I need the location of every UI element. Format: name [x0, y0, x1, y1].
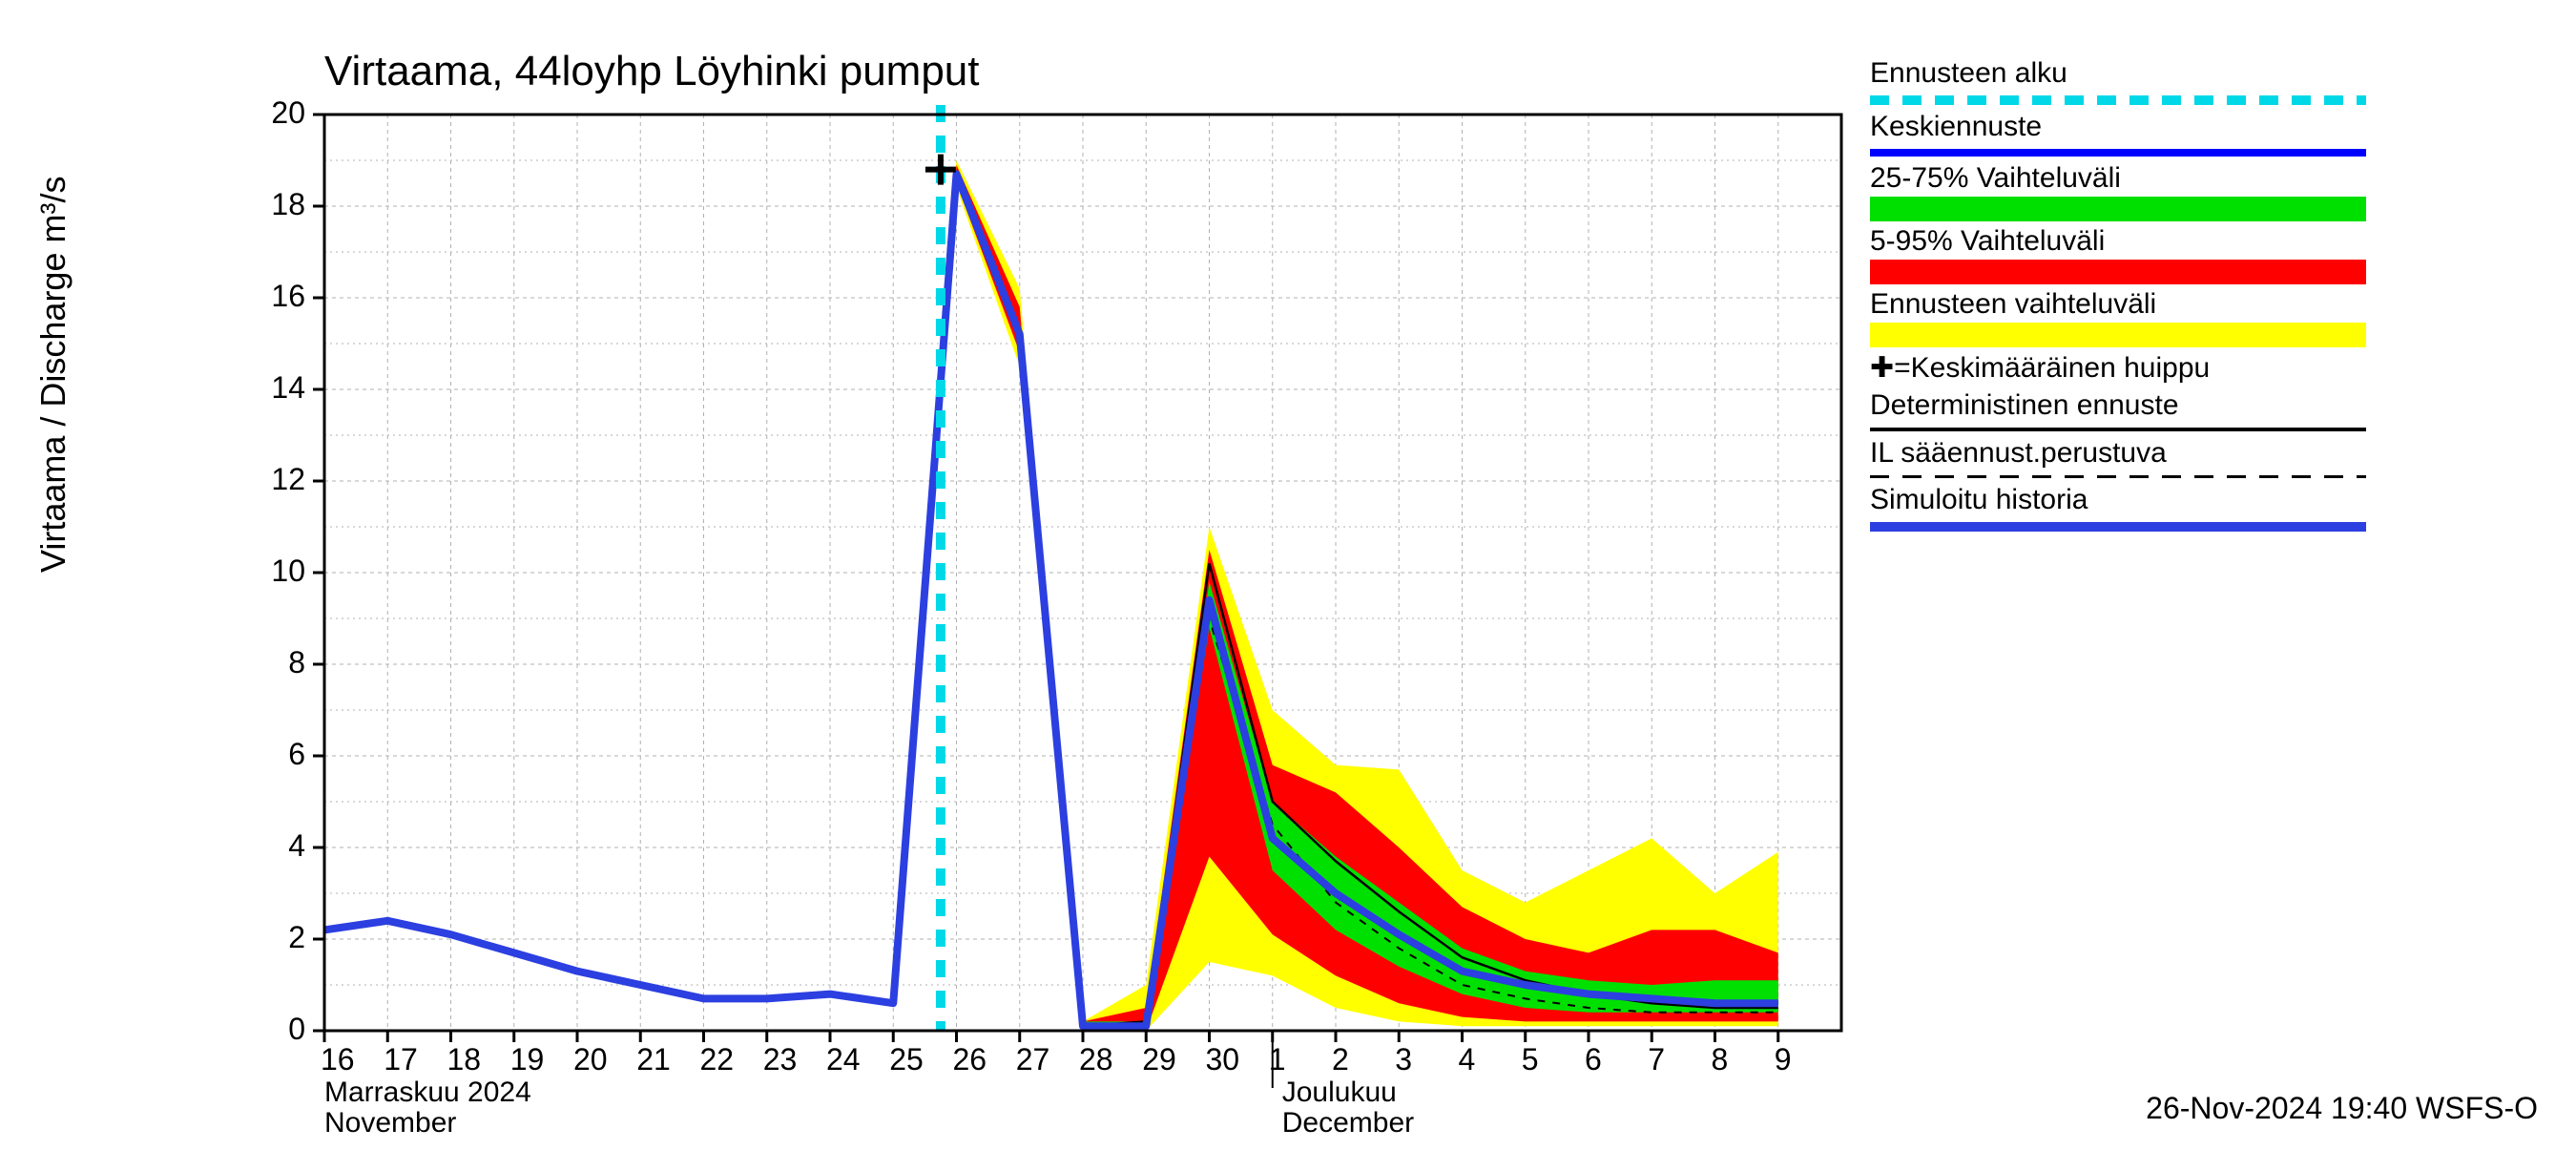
x-tick: 1	[1269, 1042, 1286, 1077]
legend-item: ✚=Keskimääräinen huippu	[1870, 351, 2366, 386]
plot-area	[324, 115, 1841, 1031]
legend-item: 5-95% Vaihteluväli	[1870, 225, 2366, 284]
legend-label: Ennusteen alku	[1870, 57, 2366, 90]
x-tick: 22	[700, 1042, 735, 1077]
x-tick: 25	[889, 1042, 924, 1077]
x-tick: 17	[384, 1042, 418, 1077]
x-tick: 3	[1395, 1042, 1412, 1077]
legend-label: Deterministinen ennuste	[1870, 389, 2366, 422]
y-tick: 12	[271, 462, 305, 497]
y-tick: 18	[271, 187, 305, 222]
x-tick: 5	[1522, 1042, 1539, 1077]
x-tick: 21	[636, 1042, 671, 1077]
month2-en: December	[1282, 1107, 1414, 1140]
chart-container: Virtaama / Discharge m³/s Virtaama, 44lo…	[0, 0, 2576, 1145]
x-tick: 2	[1332, 1042, 1349, 1077]
y-tick: 0	[288, 1012, 305, 1047]
y-tick: 4	[288, 828, 305, 864]
legend-item: 25-75% Vaihteluväli	[1870, 162, 2366, 221]
legend-label: Simuloitu historia	[1870, 484, 2366, 516]
legend-item: Ennusteen alku	[1870, 57, 2366, 105]
y-tick: 6	[288, 737, 305, 772]
y-tick: 14	[271, 370, 305, 406]
legend-item: Simuloitu historia	[1870, 484, 2366, 532]
legend-swatch	[1870, 95, 2366, 105]
x-tick: 30	[1206, 1042, 1240, 1077]
x-tick: 16	[321, 1042, 355, 1077]
x-tick: 26	[953, 1042, 987, 1077]
y-axis-label: Virtaama / Discharge m³/s	[33, 177, 73, 573]
legend-swatch	[1870, 197, 2366, 221]
legend-item: IL sääennust.perustuva	[1870, 437, 2366, 478]
legend-label: 25-75% Vaihteluväli	[1870, 162, 2366, 195]
legend: Ennusteen alku Keskiennuste 25-75% Vaihtel…	[1870, 57, 2366, 537]
x-tick: 20	[573, 1042, 608, 1077]
month1-en: November	[324, 1107, 456, 1140]
x-tick: 7	[1648, 1042, 1665, 1077]
month2-fi: Joulukuu	[1282, 1077, 1397, 1109]
legend-label: 5-95% Vaihteluväli	[1870, 225, 2366, 258]
legend-label: IL sääennust.perustuva	[1870, 437, 2366, 470]
legend-item: Keskiennuste	[1870, 111, 2366, 157]
y-tick: 10	[271, 554, 305, 589]
x-tick: 24	[826, 1042, 861, 1077]
y-tick: 20	[271, 95, 305, 131]
legend-swatch	[1870, 475, 2366, 478]
x-tick: 19	[510, 1042, 545, 1077]
legend-swatch	[1870, 323, 2366, 347]
footer-timestamp: 26-Nov-2024 19:40 WSFS-O	[2146, 1091, 2538, 1126]
legend-swatch	[1870, 428, 2366, 431]
legend-item: Ennusteen vaihteluväli	[1870, 288, 2366, 347]
legend-swatch	[1870, 260, 2366, 284]
y-tick: 8	[288, 645, 305, 680]
legend-label: ✚=Keskimääräinen huippu	[1870, 351, 2366, 386]
y-tick: 16	[271, 279, 305, 314]
x-tick: 27	[1016, 1042, 1050, 1077]
x-tick: 18	[447, 1042, 482, 1077]
legend-swatch	[1870, 522, 2366, 532]
month1-fi: Marraskuu 2024	[324, 1077, 531, 1109]
x-tick: 6	[1585, 1042, 1602, 1077]
chart-title: Virtaama, 44loyhp Löyhinki pumput	[324, 48, 980, 95]
x-tick: 9	[1775, 1042, 1792, 1077]
legend-item: Deterministinen ennuste	[1870, 389, 2366, 431]
x-tick: 4	[1459, 1042, 1476, 1077]
x-tick: 8	[1712, 1042, 1729, 1077]
x-tick: 29	[1142, 1042, 1176, 1077]
y-tick: 2	[288, 920, 305, 955]
x-tick: 28	[1079, 1042, 1113, 1077]
legend-label: Ennusteen vaihteluväli	[1870, 288, 2366, 321]
x-tick: 23	[763, 1042, 798, 1077]
legend-label: Keskiennuste	[1870, 111, 2366, 143]
legend-swatch	[1870, 149, 2366, 157]
